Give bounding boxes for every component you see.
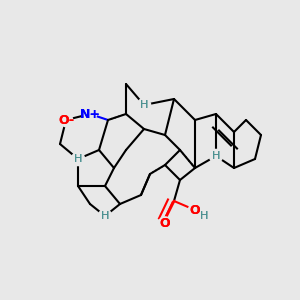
Text: H: H (200, 211, 208, 221)
Text: H: H (140, 100, 148, 110)
Text: O: O (160, 217, 170, 230)
Circle shape (83, 107, 97, 121)
Circle shape (188, 203, 202, 217)
Text: O: O (160, 217, 170, 230)
Text: O-: O- (58, 113, 74, 127)
Text: H: H (101, 211, 109, 221)
Text: H: H (101, 211, 109, 221)
Text: N+: N+ (80, 107, 100, 121)
Text: O: O (190, 203, 200, 217)
Text: H: H (212, 151, 220, 161)
Text: O-: O- (58, 113, 74, 127)
Text: N+: N+ (80, 107, 100, 121)
Circle shape (197, 209, 211, 223)
Circle shape (137, 98, 151, 112)
Text: H: H (74, 154, 82, 164)
Circle shape (98, 209, 112, 223)
Circle shape (59, 113, 73, 127)
Text: H: H (140, 100, 148, 110)
Circle shape (71, 152, 85, 166)
Text: H: H (200, 211, 208, 221)
Text: O: O (190, 203, 200, 217)
Text: H: H (212, 151, 220, 161)
Circle shape (158, 217, 172, 230)
Text: H: H (74, 154, 82, 164)
Circle shape (209, 149, 223, 163)
